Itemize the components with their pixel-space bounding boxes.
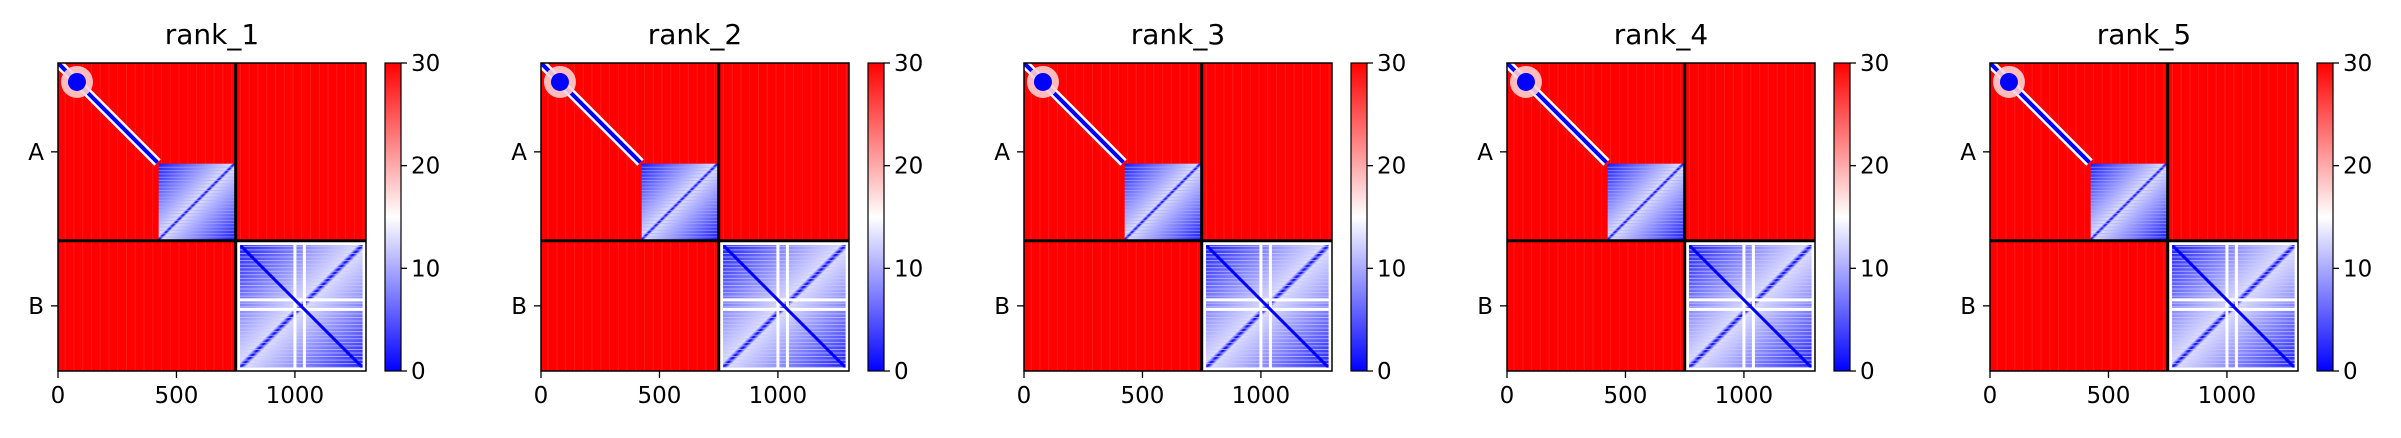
colorbar-tick-label: 10	[411, 256, 440, 282]
y-tick-label: B	[511, 294, 527, 320]
diagonal-band	[720, 242, 849, 371]
y-tick-label: A	[1477, 140, 1493, 166]
diagonal-knot-core	[1999, 72, 2018, 91]
colorbar-tick-label: 20	[2343, 154, 2372, 180]
x-tick-label: 500	[155, 383, 199, 409]
y-tick-label: A	[28, 140, 44, 166]
diagonal-knot-core	[1516, 72, 1535, 91]
colorbar-tick-label: 30	[1377, 51, 1406, 77]
domain-block-a	[158, 163, 235, 240]
heatmap-image	[1990, 63, 2298, 371]
colorbar-tick-label: 10	[1377, 256, 1406, 282]
diagonal-band	[1203, 242, 1332, 371]
domain-block-a	[1607, 163, 1684, 240]
diagonal-knot-core	[67, 72, 86, 91]
x-tick-label: 0	[1500, 383, 1515, 409]
diagonal-knot-core	[550, 72, 569, 91]
colorbar-tick-label: 0	[1860, 359, 1875, 385]
colorbar	[1350, 62, 1368, 372]
colorbar-tick-label: 0	[411, 359, 426, 385]
colorbar	[1833, 62, 1851, 372]
colorbar-tick-label: 30	[2343, 51, 2372, 77]
diagonal-band	[2169, 242, 2298, 371]
block-b-edge	[1203, 242, 1332, 371]
y-tick-label: B	[28, 294, 44, 320]
domain-block-a	[2090, 163, 2167, 240]
heatmap-image	[1024, 63, 1332, 371]
x-tick-label: 1000	[1232, 383, 1291, 409]
colorbar-tick-label: 30	[411, 51, 440, 77]
x-tick-label: 500	[2087, 383, 2131, 409]
heatmap-panel-4: rank_4 0 500 1000 A B 0 10 20 30	[1477, 18, 1889, 409]
colorbar-tick-label: 0	[894, 359, 909, 385]
heatmap-panel-2: rank_2 0 500 1000 A B 0 10 20 30	[511, 18, 923, 409]
colorbar-tick-label: 0	[1377, 359, 1392, 385]
heatmap-panel-3: rank_3 0 500 1000 A B 0 10 20 30	[994, 18, 1406, 409]
x-tick-label: 500	[1604, 383, 1648, 409]
x-tick-label: 0	[534, 383, 549, 409]
panel-title: rank_2	[648, 18, 742, 51]
diagonal-band	[237, 242, 366, 371]
heatmap-image	[1507, 63, 1815, 371]
diagonal-band	[1686, 242, 1815, 371]
panel-title: rank_3	[1131, 18, 1225, 51]
x-tick-label: 0	[1983, 383, 1998, 409]
colorbar-tick-label: 30	[1860, 51, 1889, 77]
y-tick-label: A	[1960, 140, 1976, 166]
y-tick-label: A	[994, 140, 1010, 166]
x-tick-label: 1000	[749, 383, 808, 409]
axes-frame	[57, 62, 367, 372]
panel-title: rank_1	[165, 18, 259, 51]
x-tick-label: 1000	[1715, 383, 1774, 409]
axes-frame	[1989, 62, 2299, 372]
colorbar-tick-label: 20	[411, 154, 440, 180]
axes-frame	[540, 62, 850, 372]
block-b-edge	[1686, 242, 1815, 371]
y-tick-label: B	[1477, 294, 1493, 320]
diagonal-knot-core	[1033, 72, 1052, 91]
colorbar-tick-label: 10	[2343, 256, 2372, 282]
x-tick-label: 0	[51, 383, 66, 409]
colorbar-tick-label: 20	[894, 154, 923, 180]
heatmap-panel-1: rank_1 0 500 1000 A B 0 10 20 30	[28, 18, 440, 409]
axes-frame	[1023, 62, 1333, 372]
colorbar	[2316, 62, 2334, 372]
panel-title: rank_4	[1614, 18, 1708, 51]
x-tick-label: 500	[1121, 383, 1165, 409]
colorbar-tick-label: 10	[894, 256, 923, 282]
axes-frame	[1506, 62, 1816, 372]
colorbar-tick-label: 30	[894, 51, 923, 77]
block-b-edge	[237, 242, 366, 371]
y-tick-label: B	[1960, 294, 1976, 320]
x-tick-label: 500	[638, 383, 682, 409]
domain-block-a	[641, 163, 718, 240]
colorbar	[384, 62, 402, 372]
colorbar-tick-label: 20	[1860, 154, 1889, 180]
heatmap-panel-5: rank_5 0 500 1000 A B 0 10 20 30	[1960, 18, 2372, 409]
block-b-edge	[720, 242, 849, 371]
panel-title: rank_5	[2097, 18, 2191, 51]
y-tick-label: A	[511, 140, 527, 166]
domain-block-a	[1124, 163, 1201, 240]
y-tick-label: B	[994, 294, 1010, 320]
x-tick-label: 1000	[2198, 383, 2257, 409]
heatmap-image	[541, 63, 849, 371]
colorbar-tick-label: 0	[2343, 359, 2358, 385]
x-tick-label: 1000	[266, 383, 325, 409]
colorbar-tick-label: 10	[1860, 256, 1889, 282]
colorbar	[867, 62, 885, 372]
block-b-edge	[2169, 242, 2298, 371]
x-tick-label: 0	[1017, 383, 1032, 409]
colorbar-tick-label: 20	[1377, 154, 1406, 180]
heatmap-image	[58, 63, 366, 371]
